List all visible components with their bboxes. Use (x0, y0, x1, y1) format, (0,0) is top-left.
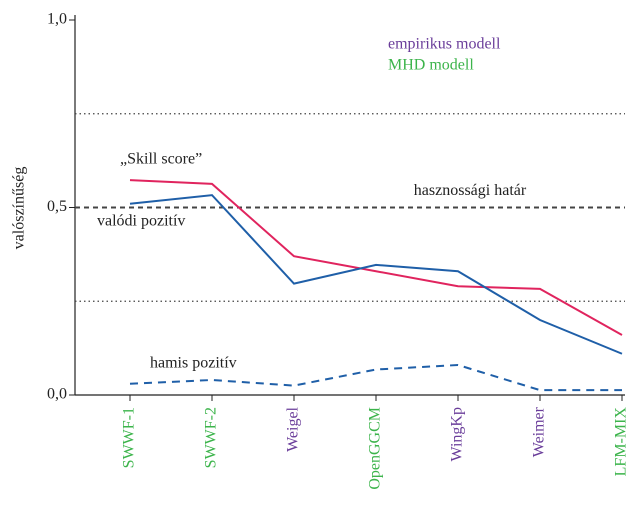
y-tick-label: 0,0 (47, 386, 67, 403)
reference-label: hasznossági határ (414, 182, 527, 199)
series-line (129, 179, 623, 336)
x-tick-label: Weimer (531, 406, 548, 457)
x-tick-label: OpenGGCM (367, 407, 384, 490)
series-line (129, 194, 623, 355)
y-tick-label: 1,0 (47, 11, 67, 28)
series-label: hamis pozitív (150, 355, 237, 372)
legend-entry: empirikus modell (388, 36, 501, 53)
series-label: „Skill score” (120, 151, 202, 168)
legend-entry: MHD modell (388, 57, 474, 74)
x-tick-label: WingKp (449, 407, 466, 461)
x-tick-label: LFM-MIX (613, 407, 630, 477)
x-tick-label: SWWF-2 (203, 407, 220, 468)
series-label: valódi pozitív (97, 213, 185, 230)
x-tick-label: SWWF-1 (121, 407, 138, 468)
x-tick-label: Weigel (285, 406, 302, 451)
y-axis-label: valószínűség (11, 167, 28, 250)
y-tick-label: 0,5 (47, 198, 67, 215)
